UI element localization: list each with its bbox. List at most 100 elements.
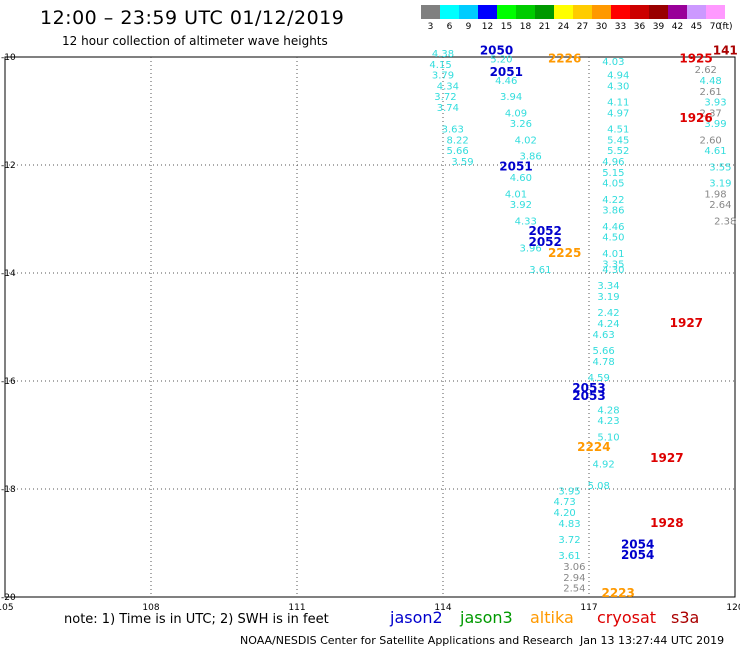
swh-value-label: 4.02	[515, 135, 537, 146]
swh-value-label: 3.63	[442, 125, 464, 136]
time-label: 2052	[528, 235, 561, 249]
color-swatch	[725, 5, 740, 19]
swh-value-label: 5.45	[607, 135, 629, 146]
swh-value-label: 4.01	[602, 249, 624, 260]
color-scale-bar	[421, 5, 740, 19]
swh-value-label: 3.74	[437, 103, 459, 114]
time-label: 2053	[572, 381, 605, 395]
swh-value-label: 3.35	[602, 260, 624, 271]
swh-value-label: 3.61	[529, 265, 551, 276]
time-label: 2050	[480, 43, 513, 57]
x-tick-label: 117	[580, 603, 597, 613]
swh-value-label: 5.66	[446, 146, 468, 157]
swh-value-label: 4.22	[602, 195, 624, 206]
swh-value-label: 3.19	[597, 292, 619, 303]
swh-value-label: 4.96	[602, 157, 624, 168]
swh-value-label: 4.34	[437, 81, 459, 92]
time-label: 2224	[577, 440, 610, 454]
color-swatch	[592, 5, 611, 19]
swh-value-label: 3.55	[709, 162, 731, 173]
color-scale-label: 36	[633, 22, 646, 32]
time-label: 2223	[601, 586, 634, 600]
time-label: 2052	[528, 224, 561, 238]
swh-value-label: 4.51	[607, 125, 629, 136]
swh-value-label: 5.10	[597, 432, 619, 443]
swh-value-label: 3.34	[597, 281, 619, 292]
swh-value-label: 5.20	[490, 54, 512, 65]
swh-value-label: 4.11	[607, 98, 629, 109]
swh-value-label: 2.64	[709, 200, 731, 211]
swh-value-label: 2.54	[563, 584, 585, 595]
color-swatch	[421, 5, 440, 19]
color-scale-label: 39	[652, 22, 665, 32]
swh-value-label: 2.60	[700, 135, 722, 146]
color-scale-label: 6	[446, 22, 453, 32]
swh-value-label: 8.22	[446, 135, 468, 146]
timestamp-text: Jan 13 13:27:44 UTC 2019	[580, 634, 725, 647]
swh-value-label: 4.28	[597, 405, 619, 416]
color-scale-label: 70	[709, 22, 722, 32]
swh-value-label: 4.63	[592, 330, 614, 341]
color-scale-label: 30	[595, 22, 608, 32]
x-tick-label: 108	[142, 603, 159, 613]
swh-value-label: 4.20	[554, 508, 576, 519]
color-scale-labels: 3 6 9 12 15 18 21 24 27 30 33 36 39 42 45 70	[421, 22, 725, 32]
swh-value-label: 4.83	[558, 519, 580, 530]
x-tick-label: 120	[726, 603, 740, 613]
time-label: 1927	[670, 316, 703, 330]
color-scale-label: 12	[481, 22, 494, 32]
color-swatch	[516, 5, 535, 19]
color-scale-label: 9	[465, 22, 472, 32]
swh-value-label: 4.92	[592, 459, 614, 470]
legend-altika: altika	[530, 608, 574, 627]
swh-value-label: 3.94	[500, 92, 522, 103]
color-swatch	[478, 5, 497, 19]
time-label: 1926	[679, 111, 712, 125]
swh-value-label: 1.98	[704, 189, 726, 200]
legend-jason3: jason3	[460, 608, 513, 627]
swh-value-label: 4.94	[607, 71, 629, 82]
time-label: 2051	[499, 159, 532, 173]
swh-value-label: 4.03	[602, 57, 624, 68]
time-label: 1927	[650, 451, 683, 465]
swh-value-label: 5.66	[592, 346, 614, 357]
swh-value-label: 3.26	[510, 119, 532, 130]
x-tick-label: 114	[434, 603, 451, 613]
color-swatch	[611, 5, 630, 19]
color-scale-label: 21	[538, 22, 551, 32]
footer-note: note: 1) Time is in UTC; 2) SWH is in fe…	[64, 612, 329, 627]
color-scale-unit: (ft)	[719, 22, 733, 32]
y-tick-label: -18	[1, 485, 16, 495]
time-label: 1928	[650, 516, 683, 530]
color-swatch	[459, 5, 478, 19]
swh-value-label: 4.30	[602, 265, 624, 276]
swh-value-label: 4.61	[704, 146, 726, 157]
time-label: 2054	[621, 548, 654, 562]
credit-text: NOAA/NESDIS Center for Satellite Applica…	[240, 634, 574, 647]
color-scale-label: 24	[557, 22, 570, 32]
legend-cryosat: cryosat	[597, 608, 657, 627]
swh-value-label: 3.06	[563, 562, 585, 573]
y-tick-label: -14	[1, 269, 16, 279]
swh-value-label: 4.97	[607, 108, 629, 119]
color-scale-label: 3	[427, 22, 434, 32]
swh-value-label: 3.86	[519, 152, 541, 163]
time-label: 2226	[548, 51, 581, 65]
y-tick-label: -12	[1, 161, 16, 171]
color-swatch	[706, 5, 725, 19]
color-scale-label: 42	[671, 22, 684, 32]
swh-value-label: 4.48	[700, 76, 722, 87]
page-title: 12:00 – 23:59 UTC 01/12/2019	[40, 7, 345, 29]
color-swatch	[497, 5, 516, 19]
color-swatch	[630, 5, 649, 19]
color-scale-label: 45	[690, 22, 703, 32]
swh-value-label: 4.24	[597, 319, 619, 330]
color-swatch	[573, 5, 592, 19]
color-swatch	[687, 5, 706, 19]
swh-value-label: 3.61	[558, 551, 580, 562]
page-subtitle: 12 hour collection of altimeter wave hei…	[62, 34, 328, 48]
y-tick-label: -10	[1, 53, 16, 63]
swh-value-label: 3.86	[602, 206, 624, 217]
swh-value-label: 2.62	[695, 65, 717, 76]
